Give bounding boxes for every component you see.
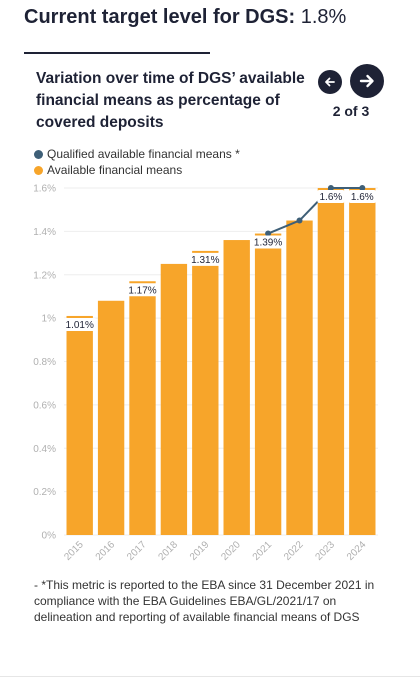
x-tick-label-2022: 2022 [282,539,306,563]
bar-2024 [349,188,376,535]
qualified-point-2022 [296,217,303,224]
previous-chart-button[interactable] [318,70,342,94]
data-label-bg-2024 [348,190,376,203]
data-label-2019: 1.31% [191,255,219,266]
arrow-right-icon [359,74,374,88]
data-label-bg-2017 [126,283,159,297]
data-label-2023: 1.6% [320,192,343,203]
legend-item-available[interactable]: Available financial means [34,162,240,178]
data-label-bg-2021 [251,235,285,249]
x-tick-label-2017: 2017 [125,539,149,563]
next-chart-button[interactable] [350,64,384,98]
bottom-divider [0,676,420,677]
qualified-point-2021 [265,230,272,237]
y-tick-label: 0.8% [33,357,56,368]
legend-swatch-qualified [34,149,43,159]
chart-plot: 0% 0.2% 0.4% 0.6% 0.8% 1% 1.2% 1.4% 1.6% 2015 2016… [33,184,378,563]
bar-2016 [97,300,125,535]
y-tick-label: 0% [42,531,57,542]
x-tick-label-2020: 2020 [219,539,243,563]
y-tick-label: 0.2% [33,487,56,498]
data-label-bg-2019 [188,252,222,266]
legend-label-available: Available financial means [47,163,183,177]
x-tick-label-2023: 2023 [314,539,338,563]
bar-2021 [254,233,282,535]
arrow-left-icon [325,77,335,87]
bar-2019 [192,250,219,536]
page-title: Current target level for DGS: 1.8% [24,6,346,29]
y-tick-label: 1.6% [33,184,56,195]
footnote: - *This metric is reported to the EBA si… [34,578,375,624]
legend-swatch-available [34,165,43,175]
target-level-value: 1.8% [300,6,347,28]
data-label-2017: 1.17% [128,285,156,296]
x-tick-label-2019: 2019 [188,539,212,563]
x-tick-label-2015: 2015 [62,539,86,563]
data-label-bg-2015 [63,317,97,331]
bar-2018 [160,263,188,535]
bar-2015 [66,315,93,535]
data-label-2024: 1.6% [351,192,374,203]
bar-2022 [286,220,313,535]
x-tick-label-2018: 2018 [157,539,181,563]
x-tick-label-2021: 2021 [251,539,275,563]
qualified-point-2024 [359,185,366,191]
bar-2020 [223,240,250,536]
y-tick-label: 1.2% [33,270,56,281]
qualified-point-2023 [327,185,334,191]
chart-pager: 2 of 3 [332,103,370,119]
y-tick-label: 1.4% [33,227,56,238]
data-label-2015: 1.01% [66,320,94,331]
bar-2023 [317,188,345,535]
y-tick-label: 0.4% [33,444,56,455]
data-label-2021: 1.39% [254,238,282,249]
title-underline [24,52,210,54]
chart-legend: Qualified available financial means * Av… [34,146,240,178]
page-title-label: Current target level for DGS: [24,6,296,28]
y-tick-label: 1% [42,314,57,325]
legend-item-qualified[interactable]: Qualified available financial means * [34,146,240,162]
chart-title: Variation over time of DGS’ available fi… [36,70,305,131]
data-label-bg-2023 [317,190,345,203]
x-tick-label-2016: 2016 [94,539,118,563]
bar-2017 [129,281,156,535]
y-tick-label: 0.6% [33,400,56,411]
x-tick-label-2024: 2024 [345,539,369,563]
legend-label-qualified: Qualified available financial means * [47,147,240,161]
qualified-line [267,187,363,235]
